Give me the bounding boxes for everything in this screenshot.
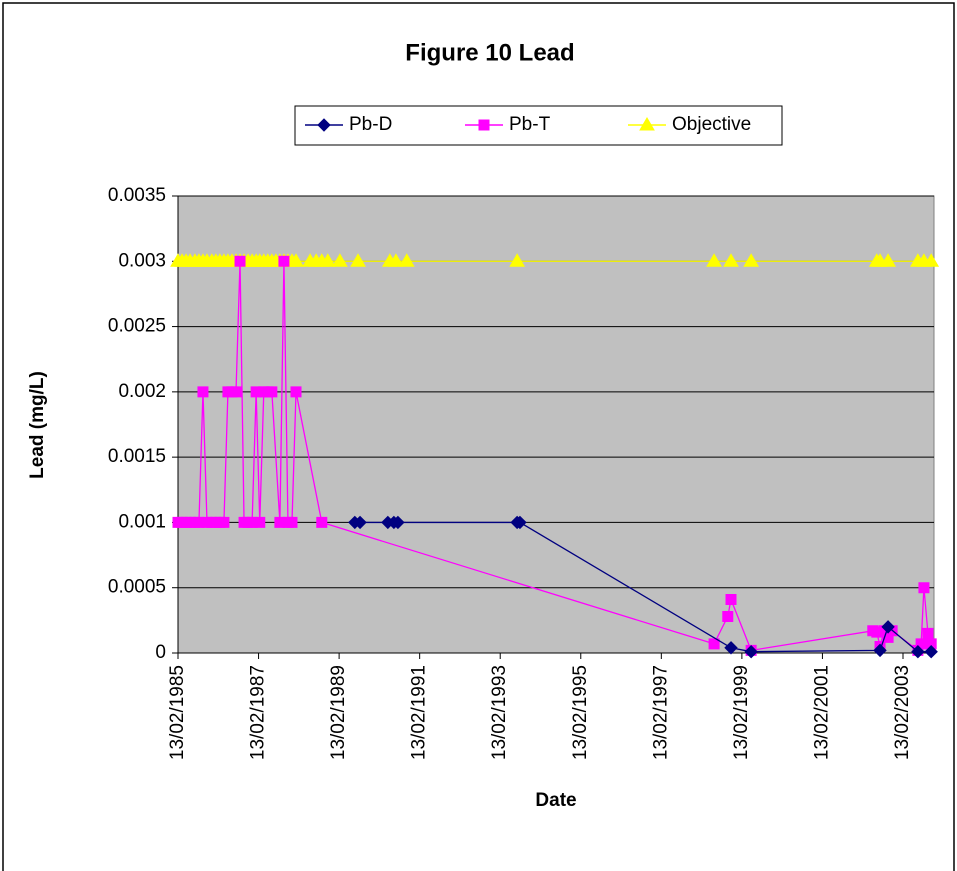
x-tick-label: 13/02/1995 [570, 665, 591, 760]
legend-label: Objective [672, 114, 751, 135]
data-point [924, 644, 938, 659]
legend-marker [478, 119, 490, 131]
x-tick-label: 13/02/2001 [811, 665, 832, 760]
x-tick-label: 13/02/1991 [409, 665, 430, 760]
chart-title: Figure 10 Lead [405, 39, 574, 66]
data-point [743, 253, 760, 267]
x-tick-label: 13/02/1989 [328, 665, 349, 760]
y-axis-label: Lead (mg/L) [27, 371, 48, 479]
y-tick-label: 0.0035 [108, 185, 166, 206]
x-tick-label: 13/02/1993 [489, 665, 510, 760]
y-tick-label: 0.0005 [108, 577, 166, 598]
x-tick-label: 13/02/2003 [892, 665, 913, 760]
y-tick-label: 0.001 [118, 511, 166, 532]
data-point [197, 386, 209, 398]
data-point [332, 253, 348, 267]
data-point [922, 627, 934, 639]
data-point [230, 386, 242, 398]
x-tick-label: 13/02/1985 [167, 665, 188, 760]
x-tick-label: 13/02/1987 [248, 665, 269, 760]
data-point [918, 582, 930, 594]
legend-marker [317, 118, 331, 132]
data-point [388, 253, 404, 267]
data-point [513, 515, 527, 530]
data-point [911, 644, 925, 659]
data-point [723, 253, 739, 267]
data-point [353, 515, 367, 530]
y-tick-label: 0.002 [118, 381, 166, 402]
legend-box [294, 105, 783, 146]
y-tick-label: 0.0025 [108, 316, 166, 337]
data-point [925, 638, 937, 650]
data-point [254, 516, 266, 528]
data-point [319, 253, 336, 267]
data-point [881, 620, 895, 634]
data-point [725, 593, 737, 605]
data-point [398, 253, 415, 267]
data-point [288, 253, 304, 267]
data-point [316, 516, 328, 528]
data-point [706, 253, 722, 267]
data-point [873, 643, 887, 658]
data-point [278, 255, 290, 267]
y-tick-label: 0.0015 [108, 446, 166, 467]
data-point [350, 253, 366, 267]
x-tick-label: 13/02/1999 [731, 665, 752, 760]
data-point [724, 641, 738, 655]
data-point [923, 253, 940, 267]
data-point [234, 255, 246, 267]
data-point [391, 515, 405, 530]
data-point [286, 516, 298, 528]
data-point [218, 516, 230, 528]
data-point [290, 386, 302, 398]
legend-label: Pb-D [349, 114, 392, 135]
y-tick-label: 0 [155, 642, 166, 663]
y-tick-label: 0.003 [118, 250, 166, 271]
data-point [509, 253, 526, 267]
data-point [880, 253, 896, 267]
legend-label: Pb-T [509, 114, 551, 135]
data-point [722, 610, 734, 622]
legend-marker [639, 117, 655, 131]
data-point [266, 386, 278, 398]
data-point [744, 644, 758, 659]
x-tick-label: 13/02/1997 [650, 665, 671, 760]
x-axis-label: Date [535, 790, 576, 811]
